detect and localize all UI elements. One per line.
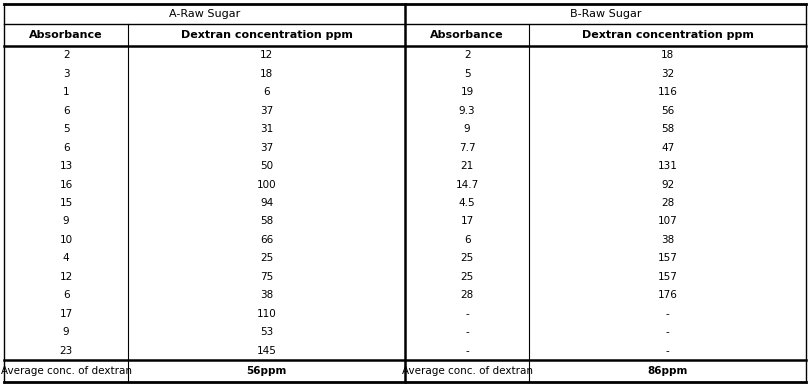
Text: 56ppm: 56ppm	[246, 366, 287, 376]
Text: 145: 145	[257, 346, 276, 356]
Text: 9: 9	[63, 327, 70, 337]
Text: 16: 16	[59, 179, 73, 190]
Text: 100: 100	[257, 179, 276, 190]
Text: 25: 25	[260, 254, 273, 263]
Text: Absorbance: Absorbance	[430, 30, 504, 40]
Text: 92: 92	[661, 179, 674, 190]
Text: 1: 1	[63, 87, 70, 97]
Text: 116: 116	[658, 87, 678, 97]
Text: B-Raw Sugar: B-Raw Sugar	[569, 9, 642, 19]
Text: A-Raw Sugar: A-Raw Sugar	[168, 9, 240, 19]
Text: -: -	[666, 327, 670, 337]
Text: 6: 6	[263, 87, 270, 97]
Text: 131: 131	[658, 161, 678, 171]
Text: 157: 157	[658, 272, 678, 282]
Text: 53: 53	[260, 327, 273, 337]
Text: -: -	[465, 327, 469, 337]
Text: 17: 17	[461, 217, 474, 227]
Text: 10: 10	[60, 235, 73, 245]
Text: 75: 75	[260, 272, 273, 282]
Text: 157: 157	[658, 254, 678, 263]
Text: 176: 176	[658, 290, 678, 300]
Text: 18: 18	[260, 69, 273, 79]
Text: 5: 5	[63, 124, 70, 134]
Text: 58: 58	[661, 124, 674, 134]
Text: Absorbance: Absorbance	[29, 30, 103, 40]
Text: 28: 28	[461, 290, 474, 300]
Text: 28: 28	[661, 198, 674, 208]
Text: 25: 25	[461, 272, 474, 282]
Text: -: -	[465, 346, 469, 356]
Text: 2: 2	[63, 50, 70, 60]
Text: 12: 12	[59, 272, 73, 282]
Text: 21: 21	[461, 161, 474, 171]
Text: 31: 31	[260, 124, 273, 134]
Text: 56: 56	[661, 106, 674, 116]
Text: 6: 6	[63, 290, 70, 300]
Text: 38: 38	[661, 235, 674, 245]
Text: 18: 18	[661, 50, 674, 60]
Text: 7.7: 7.7	[458, 142, 475, 152]
Text: -: -	[666, 309, 670, 319]
Text: 107: 107	[658, 217, 677, 227]
Text: 14.7: 14.7	[455, 179, 479, 190]
Text: -: -	[465, 309, 469, 319]
Text: 4.5: 4.5	[458, 198, 475, 208]
Text: Dextran concentration ppm: Dextran concentration ppm	[181, 30, 352, 40]
Text: 32: 32	[661, 69, 674, 79]
Text: 86ppm: 86ppm	[647, 366, 688, 376]
Text: -: -	[666, 346, 670, 356]
Text: 6: 6	[464, 235, 471, 245]
Text: 110: 110	[257, 309, 276, 319]
Text: 17: 17	[59, 309, 73, 319]
Text: 12: 12	[260, 50, 273, 60]
Text: 3: 3	[63, 69, 70, 79]
Text: Average conc. of dextran: Average conc. of dextran	[402, 366, 533, 376]
Text: 38: 38	[260, 290, 273, 300]
Text: 47: 47	[661, 142, 674, 152]
Text: 37: 37	[260, 106, 273, 116]
Text: 4: 4	[63, 254, 70, 263]
Text: 23: 23	[59, 346, 73, 356]
Text: 5: 5	[464, 69, 471, 79]
Text: 6: 6	[63, 142, 70, 152]
Text: 9: 9	[464, 124, 471, 134]
Text: Dextran concentration ppm: Dextran concentration ppm	[582, 30, 753, 40]
Text: 25: 25	[461, 254, 474, 263]
Text: Average conc. of dextran: Average conc. of dextran	[1, 366, 132, 376]
Text: 37: 37	[260, 142, 273, 152]
Text: 2: 2	[464, 50, 471, 60]
Text: 13: 13	[59, 161, 73, 171]
Text: 50: 50	[260, 161, 273, 171]
Text: 15: 15	[59, 198, 73, 208]
Text: 6: 6	[63, 106, 70, 116]
Text: 94: 94	[260, 198, 273, 208]
Text: 9: 9	[63, 217, 70, 227]
Text: 66: 66	[260, 235, 273, 245]
Text: 9.3: 9.3	[458, 106, 475, 116]
Text: 19: 19	[461, 87, 474, 97]
Text: 58: 58	[260, 217, 273, 227]
